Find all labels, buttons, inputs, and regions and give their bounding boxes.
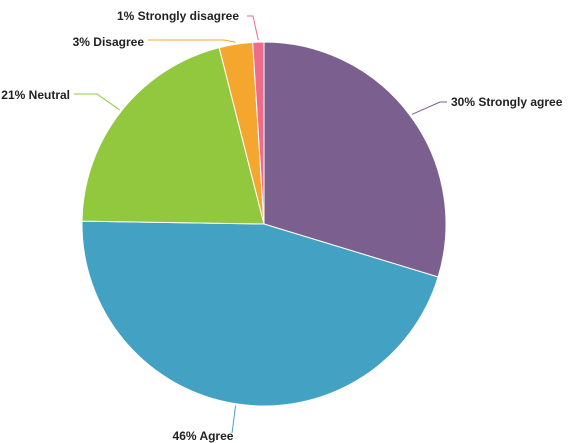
slice-label-strongly-agree: 30% Strongly agree [451, 95, 563, 109]
leader-line-strongly-disagree [247, 15, 259, 41]
leader-lines-layer [74, 15, 447, 434]
leader-line-disagree [148, 39, 236, 43]
pie-slice-strongly-agree [263, 41, 447, 278]
leader-line-strongly-agree [411, 101, 447, 115]
slice-label-strongly-disagree: 1% Strongly disagree [117, 9, 239, 23]
slice-label-neutral: 21% Neutral [1, 88, 70, 102]
slice-label-disagree: 3% Disagree [73, 35, 145, 49]
pie-slice-agree [81, 220, 439, 407]
slice-label-agree: 46% Agree [173, 429, 234, 443]
pie-slice-neutral [81, 46, 265, 225]
leader-line-neutral [74, 93, 120, 111]
slices-layer [81, 41, 447, 407]
leader-line-agree [231, 405, 236, 434]
pie-slice-strongly-disagree [252, 41, 265, 225]
labels-layer: 30% Strongly agree 46% Agree 21% Neutral 3%… [1, 9, 562, 443]
